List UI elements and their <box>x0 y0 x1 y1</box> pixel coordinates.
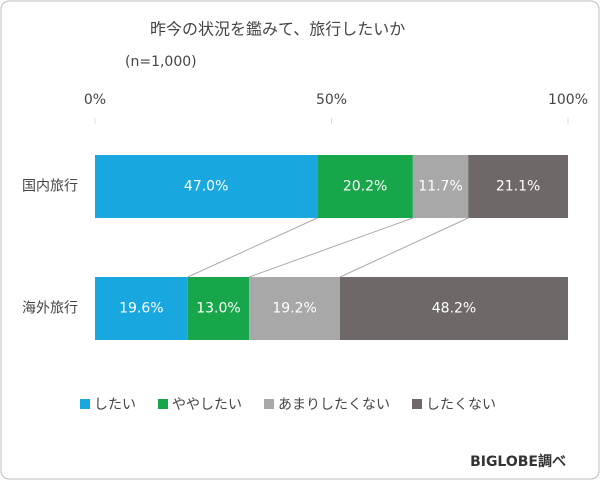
x-tick-label: 50% <box>316 92 347 108</box>
y-tick-label: 海外旅行 <box>22 301 78 317</box>
value-label: 21.1% <box>496 179 540 195</box>
value-label: 48.2% <box>432 301 476 317</box>
chart-subtitle: (n=1,000) <box>125 54 197 70</box>
legend-label: ややしたい <box>172 397 242 413</box>
legend-swatch <box>80 399 90 409</box>
bar-segment <box>95 155 318 218</box>
connector-line <box>339 217 469 278</box>
legend-swatch <box>264 399 274 409</box>
value-label: 13.0% <box>196 301 240 317</box>
bar-segment <box>249 277 341 340</box>
value-label: 47.0% <box>184 179 228 195</box>
bar-segment <box>187 277 250 340</box>
legend-label: あまりしたくない <box>278 397 390 413</box>
bar-segment <box>340 277 568 340</box>
value-label: 11.7% <box>418 179 462 195</box>
value-label: 19.6% <box>119 301 163 317</box>
legend-swatch <box>158 399 168 409</box>
chart-title: 昨今の状況を鑑みて、旅行したいか <box>150 20 405 39</box>
connector-line <box>249 217 414 278</box>
bar-segment <box>412 155 469 218</box>
bar-segment <box>468 155 568 218</box>
value-label: 19.2% <box>272 301 316 317</box>
value-label: 20.2% <box>343 179 387 195</box>
bar-segment <box>317 155 413 218</box>
bar-segment <box>95 277 188 340</box>
x-tick-label: 100% <box>548 92 588 108</box>
legend-label: したくない <box>426 397 496 413</box>
legend-label: したい <box>94 397 136 413</box>
connector-line <box>187 217 318 278</box>
legend-swatch <box>412 399 422 409</box>
y-tick-label: 国内旅行 <box>22 179 78 195</box>
source-note: BIGLOBE調べ <box>470 453 566 470</box>
x-tick-label: 0% <box>84 92 106 108</box>
